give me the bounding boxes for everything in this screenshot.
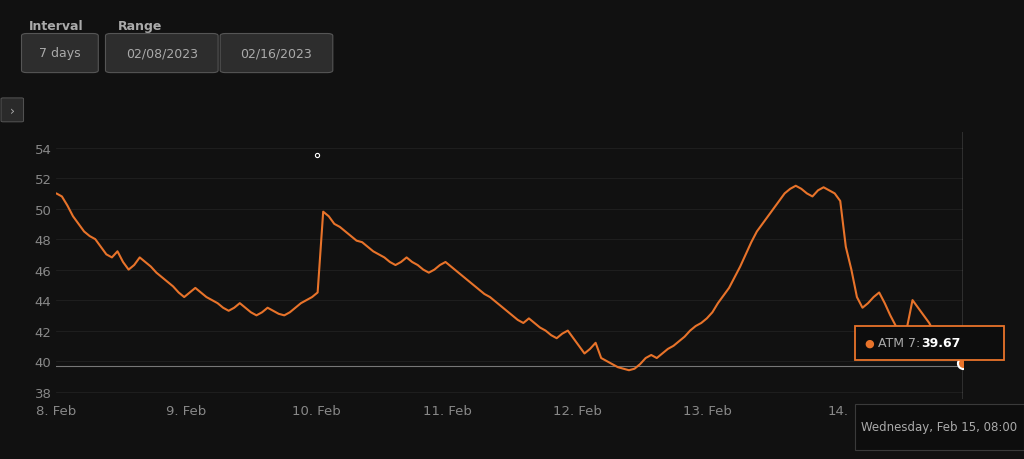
Text: 7 days: 7 days — [39, 47, 80, 60]
Text: ●: ● — [864, 338, 874, 348]
Text: 02/08/2023: 02/08/2023 — [126, 47, 198, 60]
Text: 39.67: 39.67 — [922, 336, 961, 350]
Text: Range: Range — [118, 20, 162, 33]
Text: Wednesday, Feb 15, 08:00: Wednesday, Feb 15, 08:00 — [861, 420, 1018, 433]
Text: Interval: Interval — [29, 20, 83, 33]
Text: 02/16/2023: 02/16/2023 — [241, 47, 312, 60]
Text: ›: › — [10, 104, 14, 117]
Text: ATM 7:: ATM 7: — [878, 336, 924, 350]
